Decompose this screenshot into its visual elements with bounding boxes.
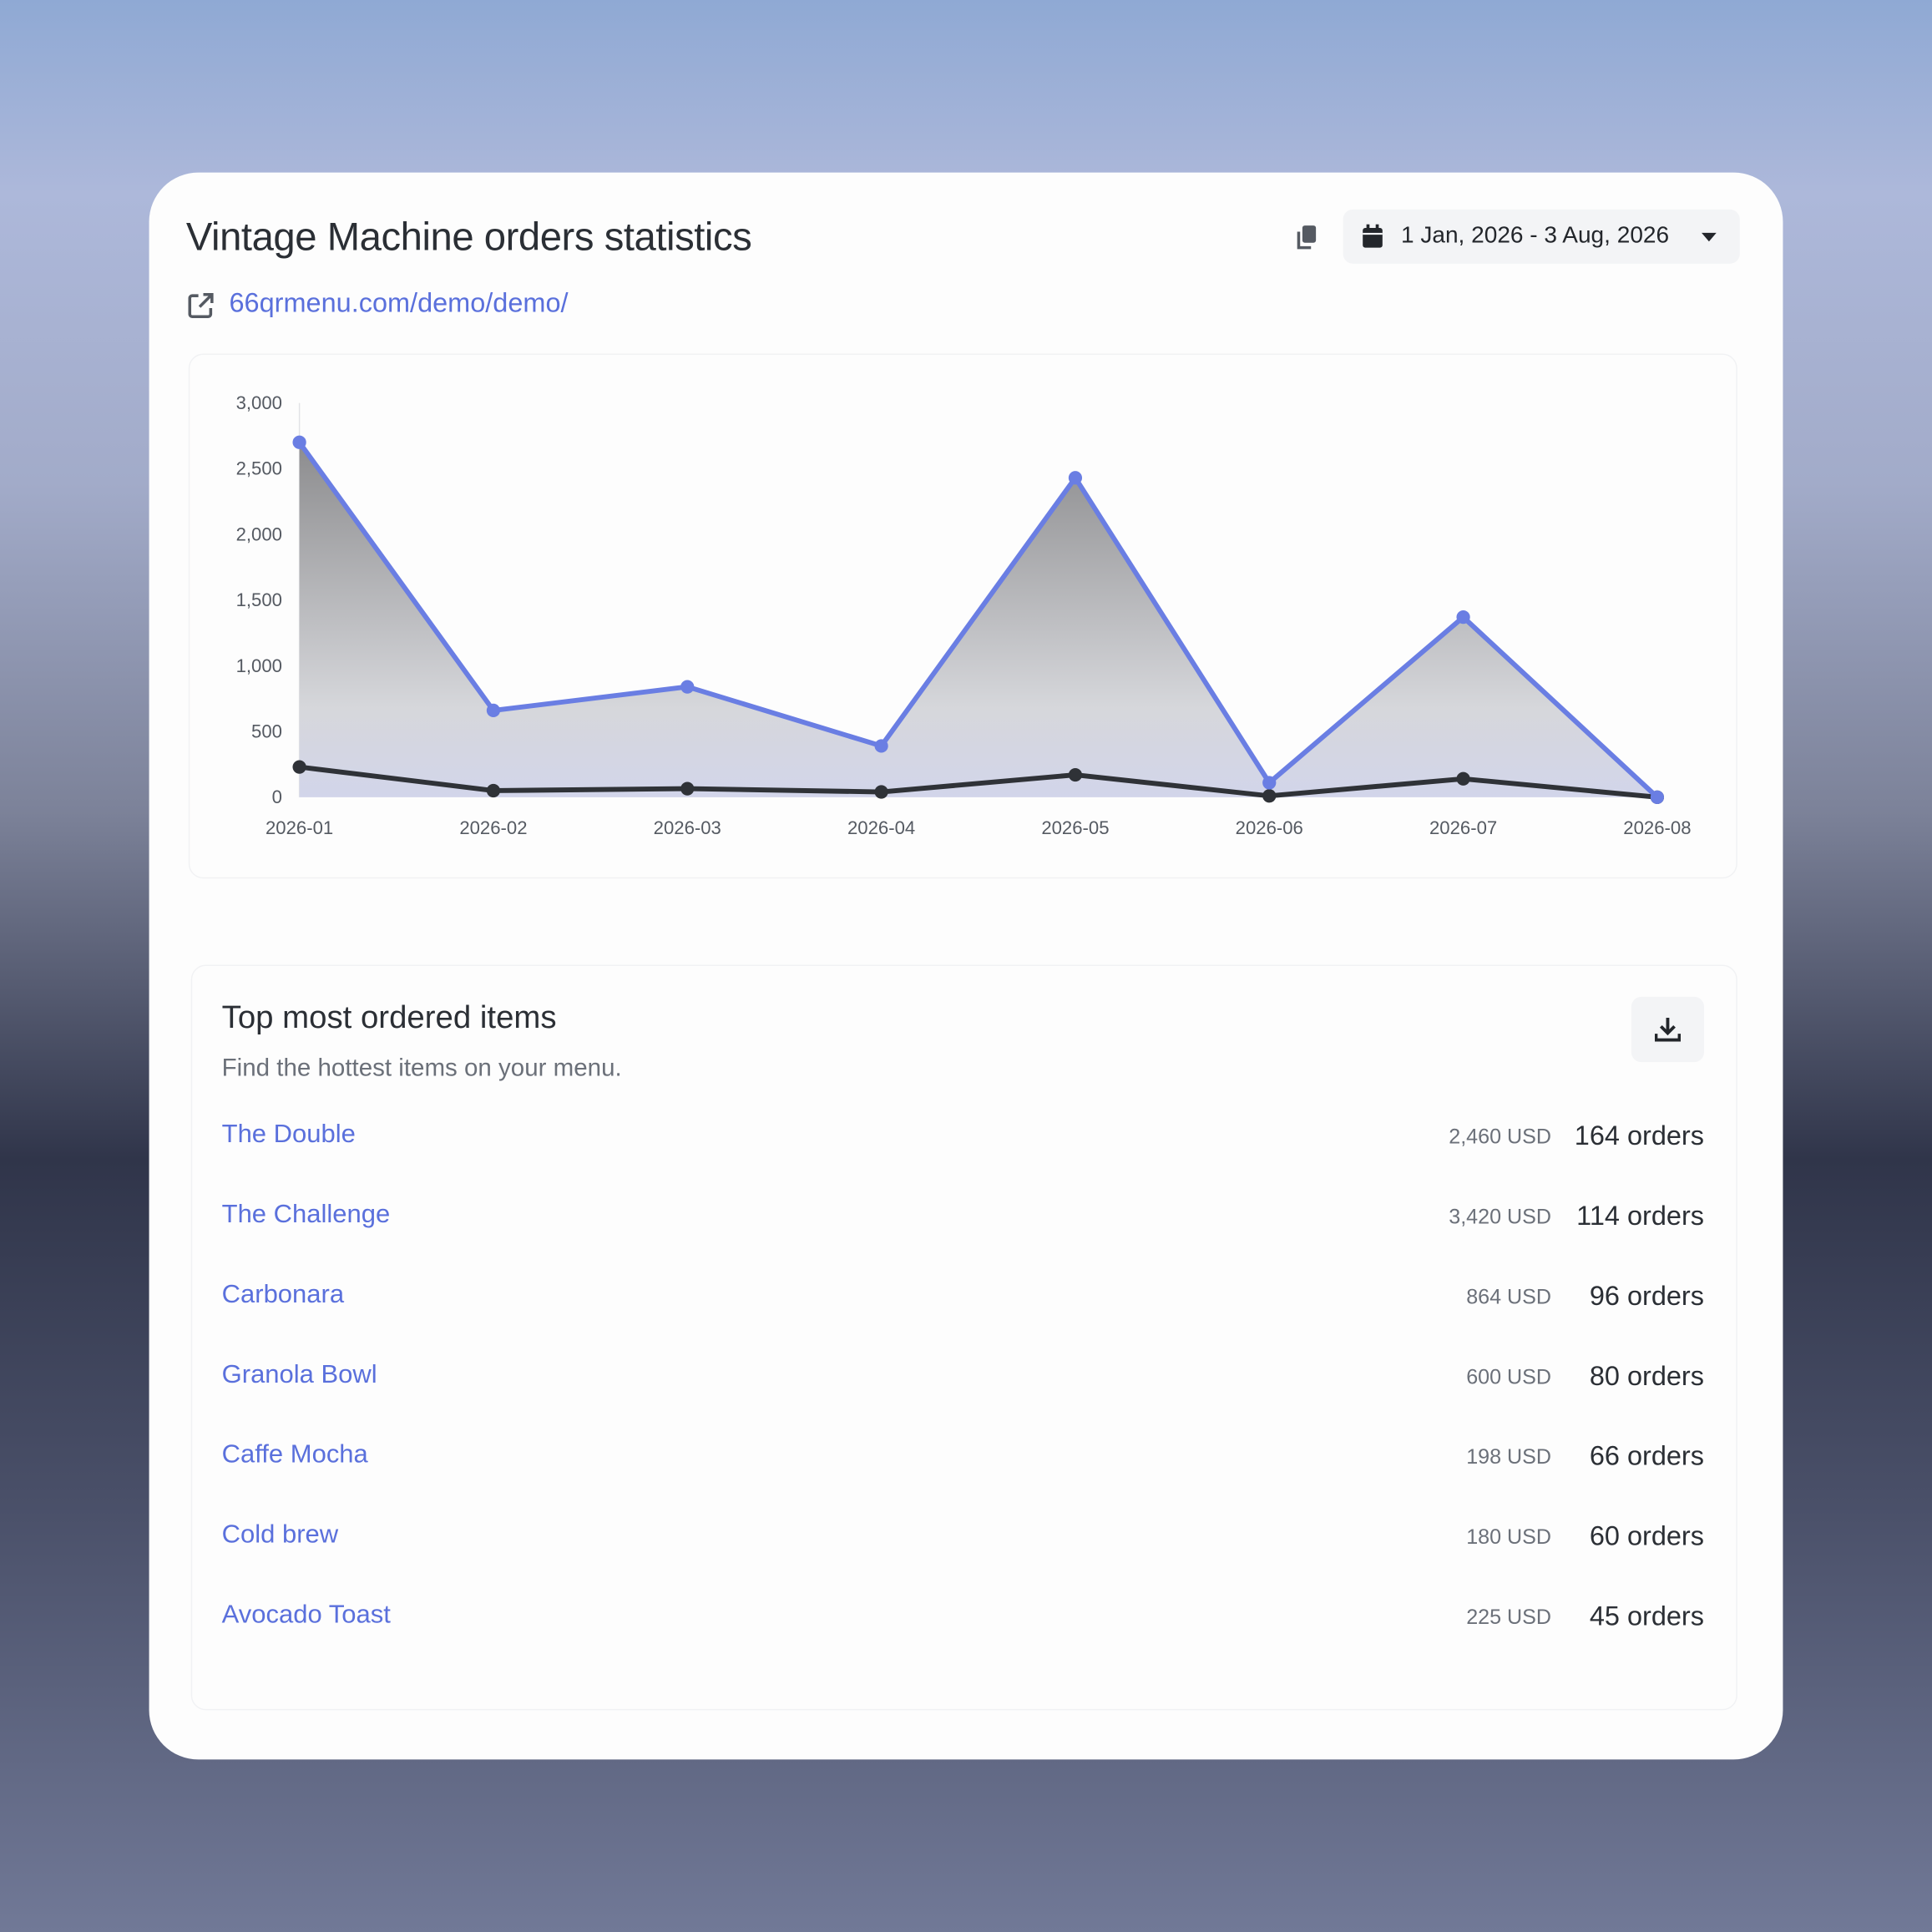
item-name[interactable]: Caffe Mocha [221,1440,368,1469]
x-tick-label: 2026-07 [1429,817,1497,838]
copy-button[interactable] [1294,223,1321,252]
item-row: The Double 2,460 USD 164 orders [222,1120,1704,1156]
point [1262,776,1277,790]
date-range-button[interactable] [1343,209,1740,264]
calendar-icon [1363,224,1383,248]
point [874,785,888,799]
y-tick-label: 2,000 [236,523,282,544]
line [299,764,1658,800]
item-row: The Challenge 3,420 USD 114 orders [222,1200,1704,1237]
x-tick-label: 2026-02 [459,817,527,838]
point [1456,771,1470,786]
date-range: 1 Jan, 2026 - 3 Aug, 2026 [1400,223,1670,250]
item-row: Granola Bowl 600 USD 80 orders [222,1360,1704,1397]
chart: 0 500 1,000 1,500 2,000 2,500 3,000 2026-01 2026… [236,392,1692,838]
y-tick-label: 1,500 [236,589,282,610]
external-link-icon [188,292,214,319]
x-tick-label: 2026-08 [1623,817,1691,838]
item-amount: 225 USD [1466,1605,1551,1629]
item-name[interactable]: The Double [221,1120,356,1149]
point [1262,789,1277,803]
x-tick-label: 2026-01 [266,817,333,838]
y-tick-label: 1,000 [236,655,282,676]
item-orders: 45 orders [1589,1601,1704,1631]
item-name[interactable]: Carbonara [221,1280,345,1309]
chart-panel [188,353,1737,879]
item-row: Caffe Mocha 198 USD 66 orders [222,1440,1704,1477]
page-title: Vintage Machine orders statistics [185,214,752,259]
x-tick-label: 2026-05 [1041,817,1109,838]
item-orders: 80 orders [1589,1360,1704,1392]
item-amount: 2,460 USD [1449,1125,1551,1149]
item-orders: 66 orders [1589,1440,1704,1472]
item-orders: 114 orders [1576,1200,1704,1232]
point [486,703,501,718]
x-tick-label: 2026-04 [847,817,915,838]
y-tick-label: 2,500 [236,458,282,479]
menu-link[interactable]: 66qrmenu.com/demo/demo/ [229,286,569,318]
item-row: Cold brew 180 USD 60 orders [222,1520,1704,1557]
point [292,435,306,449]
item-row: Carbonara 864 USD 96 orders [222,1280,1704,1317]
point [1650,790,1665,804]
x-tick-label: 2026-03 [654,817,721,838]
point [486,783,501,798]
item-name[interactable]: Granola Bowl [221,1360,377,1389]
point [1068,471,1083,485]
area-fill [299,442,1657,797]
card [149,172,1783,1760]
item-orders: 60 orders [1589,1520,1704,1551]
point [292,760,306,774]
item-amount: 198 USD [1466,1445,1551,1469]
item-amount: 864 USD [1466,1285,1551,1309]
items-panel [190,964,1737,1711]
item-name[interactable]: Avocado Toast [221,1601,391,1629]
point [1068,767,1083,782]
items-subtitle: Find the hottest items on your menu. [221,1055,622,1082]
items-title: Top most ordered items [221,998,557,1035]
point [1456,610,1470,625]
item-name[interactable]: The Challenge [221,1200,391,1229]
y-tick-label: 0 [272,786,282,807]
x-tick-label: 2026-06 [1236,817,1303,838]
y-tick-label: 500 [251,721,282,741]
item-orders: 164 orders [1574,1120,1704,1151]
line [297,441,1659,799]
item-orders: 96 orders [1589,1280,1704,1312]
item-amount: 3,420 USD [1449,1205,1551,1229]
point [874,739,888,753]
y-tick-label: 3,000 [236,392,282,413]
dropdown-caret [1702,232,1717,242]
download-icon [1654,1017,1681,1042]
point [680,781,695,796]
point [680,680,695,694]
item-amount: 180 USD [1466,1525,1551,1550]
item-row: Avocado Toast 225 USD 45 orders [222,1601,1704,1637]
item-amount: 600 USD [1466,1365,1551,1389]
item-name[interactable]: Cold brew [221,1520,339,1550]
